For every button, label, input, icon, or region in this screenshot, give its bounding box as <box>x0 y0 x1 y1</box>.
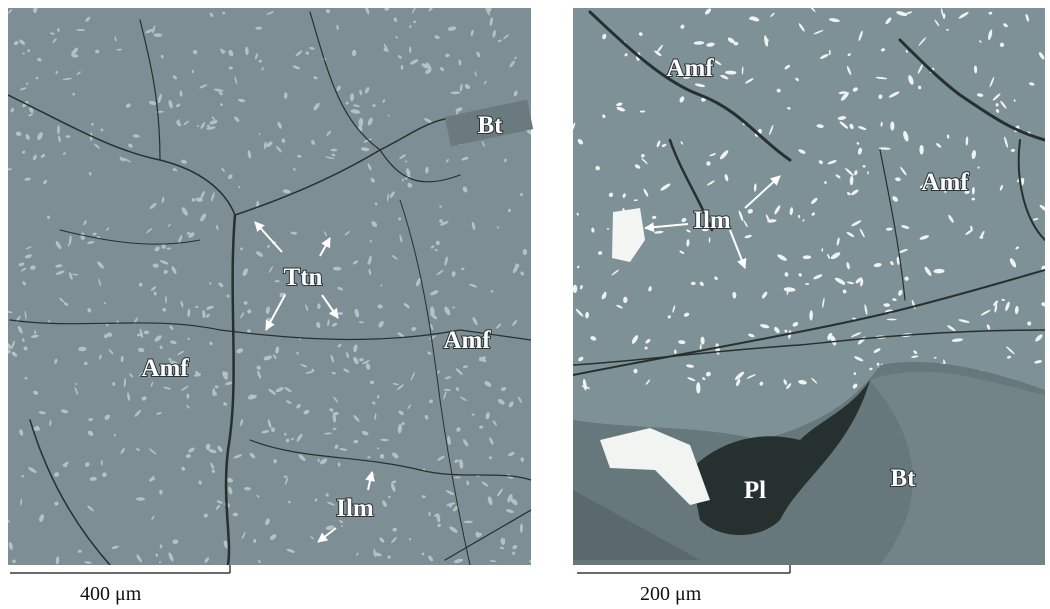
speck <box>947 135 949 139</box>
speck <box>57 125 60 135</box>
right-panel: Amf Amf Ilm Pl Bt 200 μm <box>571 5 1050 605</box>
speck <box>167 247 171 249</box>
mineral-label: Bt <box>478 112 504 139</box>
scale-label: 200 μm <box>640 583 702 605</box>
speck <box>863 165 866 168</box>
mineral-label: Amf <box>141 355 189 382</box>
speck <box>359 358 363 361</box>
mineral-label: Amf <box>921 169 969 196</box>
mineral-label: Bt <box>891 465 917 492</box>
mineral-label: Ttn <box>284 264 323 291</box>
mineral-label: Pl <box>744 477 766 504</box>
speck <box>890 121 894 130</box>
speck <box>1014 99 1016 102</box>
speck <box>233 513 239 517</box>
mineral-label: Ilm <box>693 207 731 234</box>
left-panel: Bt Ttn Amf Amf Ilm 400 μm <box>4 4 533 605</box>
mineral-label: Ilm <box>336 495 374 522</box>
speck <box>918 86 921 90</box>
figure: Bt Ttn Amf Amf Ilm 400 μm <box>0 0 1050 609</box>
mineral-label: Amf <box>443 327 491 354</box>
left-image <box>8 8 531 565</box>
mineral-label: Amf <box>666 55 714 82</box>
speck <box>919 145 923 155</box>
scale-label: 400 μm <box>80 583 142 605</box>
